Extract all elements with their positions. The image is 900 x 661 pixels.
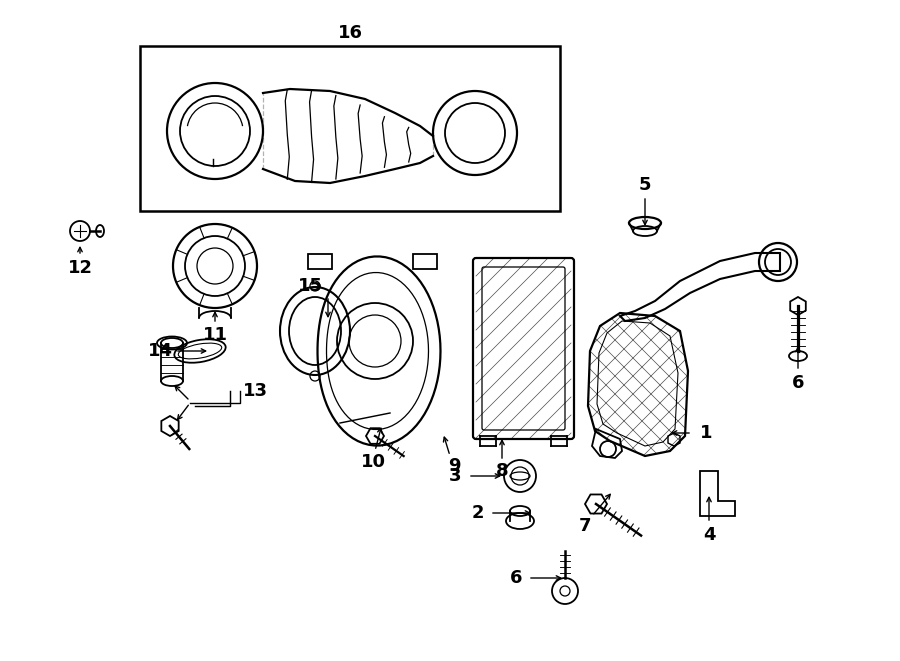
Text: 5: 5 [639, 176, 652, 194]
Bar [308, 254, 332, 269]
Text: 15: 15 [298, 277, 322, 295]
Text: 2: 2 [472, 504, 484, 522]
Text: 14: 14 [148, 342, 173, 360]
Text: 9: 9 [448, 457, 460, 475]
Text: 7: 7 [579, 517, 591, 535]
Text: 11: 11 [202, 326, 228, 344]
Bar [413, 254, 437, 269]
Text: 12: 12 [68, 259, 93, 277]
Text: 3: 3 [449, 467, 461, 485]
Text: 6: 6 [509, 569, 522, 587]
Text: 10: 10 [361, 453, 385, 471]
Text: 16: 16 [338, 24, 363, 42]
Text: 1: 1 [700, 424, 712, 442]
Text: 8: 8 [496, 462, 508, 480]
Text: 13: 13 [242, 382, 267, 400]
Text: 6: 6 [792, 374, 805, 392]
Text: 4: 4 [703, 526, 716, 544]
Bar [140, 46, 560, 211]
